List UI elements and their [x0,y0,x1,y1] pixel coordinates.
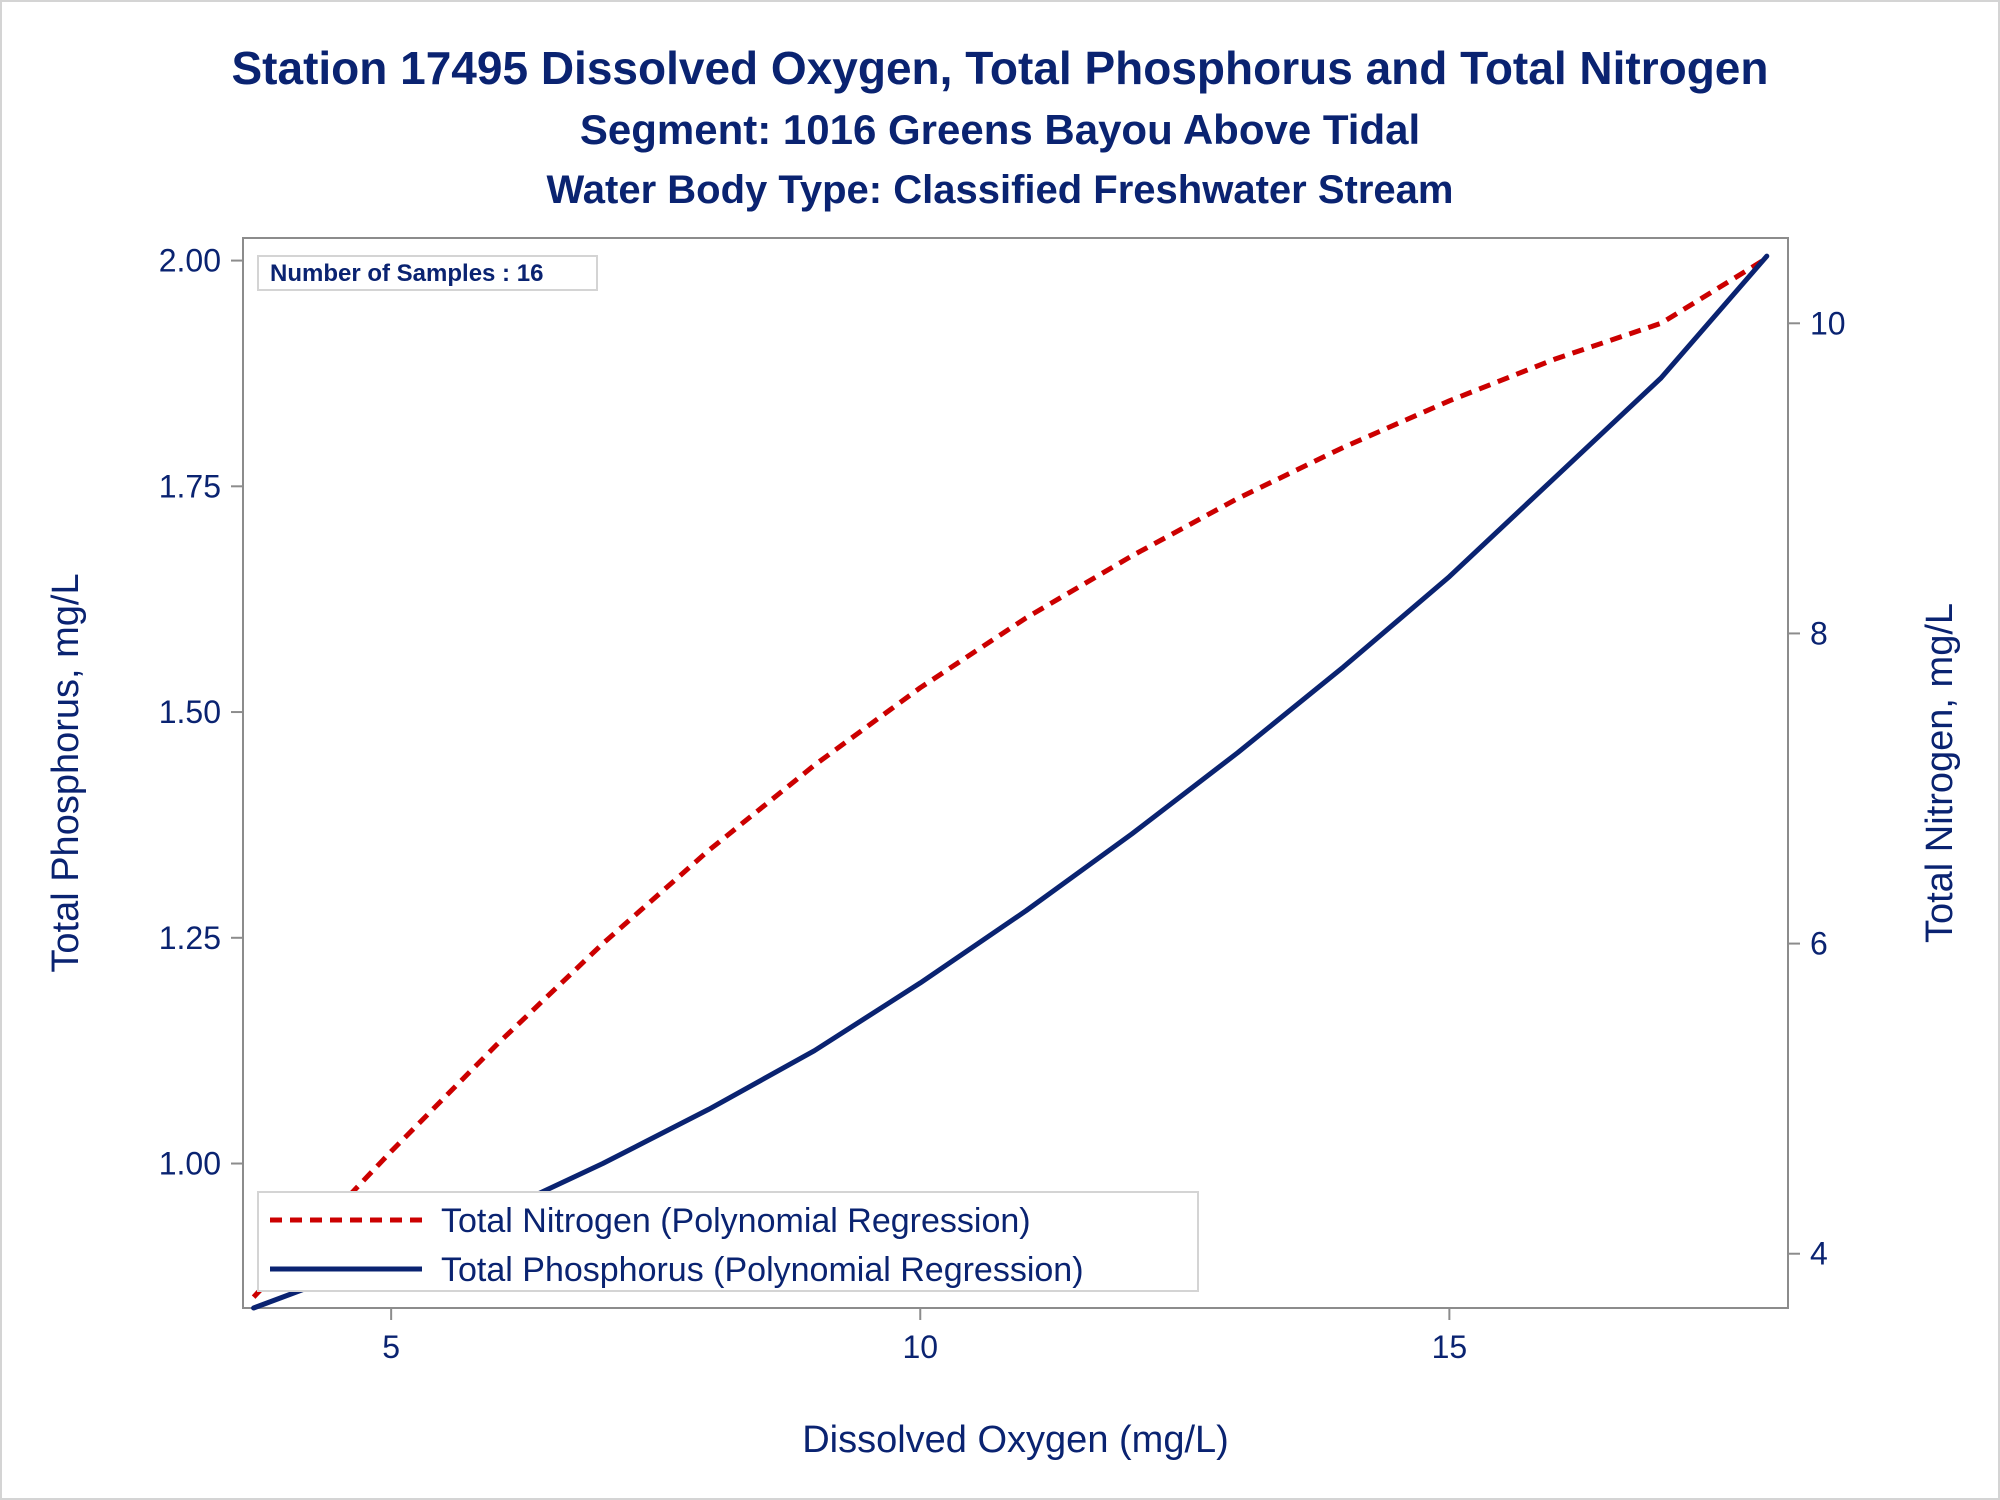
x-tick-label: 5 [382,1329,400,1365]
chart-titles: Station 17495 Dissolved Oxygen, Total Ph… [0,36,2000,220]
plot-area-border [242,237,1789,1309]
y2-tick-label: 6 [1810,926,1828,962]
series-layer [251,253,1770,1311]
sample-count-inset-border [257,255,598,291]
y-axis-title: Total Phosphorus, mg/L [45,573,87,972]
sample-count-inset: Number of Samples : 16 [257,255,598,291]
y-tick-label: 1.25 [159,920,221,956]
y-tick-label: 2.00 [159,243,221,279]
sample-count-text: Number of Samples : 16 [270,260,543,287]
series-line-total-nitrogen [251,256,1769,1299]
axes-layer: 5 10 15 1.00 1.25 1.50 1.75 2.00 4 6 8 10 Dissolved … [45,237,1961,1461]
chart-title: Station 17495 Dissolved Oxygen, Total Ph… [231,42,1769,94]
y-tick-label: 1.50 [159,694,221,730]
legend-label-nitrogen: Total Nitrogen (Polynomial Regression) [441,1202,1031,1240]
chart-subtitle-segment: Segment: 1016 Greens Bayou Above Tidal [579,106,1421,153]
y-tick-label: 1.75 [159,468,221,504]
legend-border [257,1191,1199,1292]
y2-tick-label: 10 [1810,305,1846,341]
chart-subtitle-water-body: Water Body Type: Classified Freshwater S… [546,168,1454,212]
x-tick-label: 15 [1432,1329,1468,1365]
y-tick-label: 1.00 [159,1146,221,1182]
y2-tick-label: 4 [1810,1236,1828,1272]
y2-tick-label: 8 [1810,615,1828,651]
x-tick-label: 10 [902,1329,938,1365]
y2-axis-title: Total Nitrogen, mg/L [1919,603,1961,943]
series-line-total-phosphorus [251,253,1770,1311]
x-axis-title: Dissolved Oxygen (mg/L) [802,1419,1229,1461]
legend-label-phosphorus: Total Phosphorus (Polynomial Regression) [441,1251,1084,1289]
legend: Total Nitrogen (Polynomial Regression) T… [257,1191,1199,1292]
